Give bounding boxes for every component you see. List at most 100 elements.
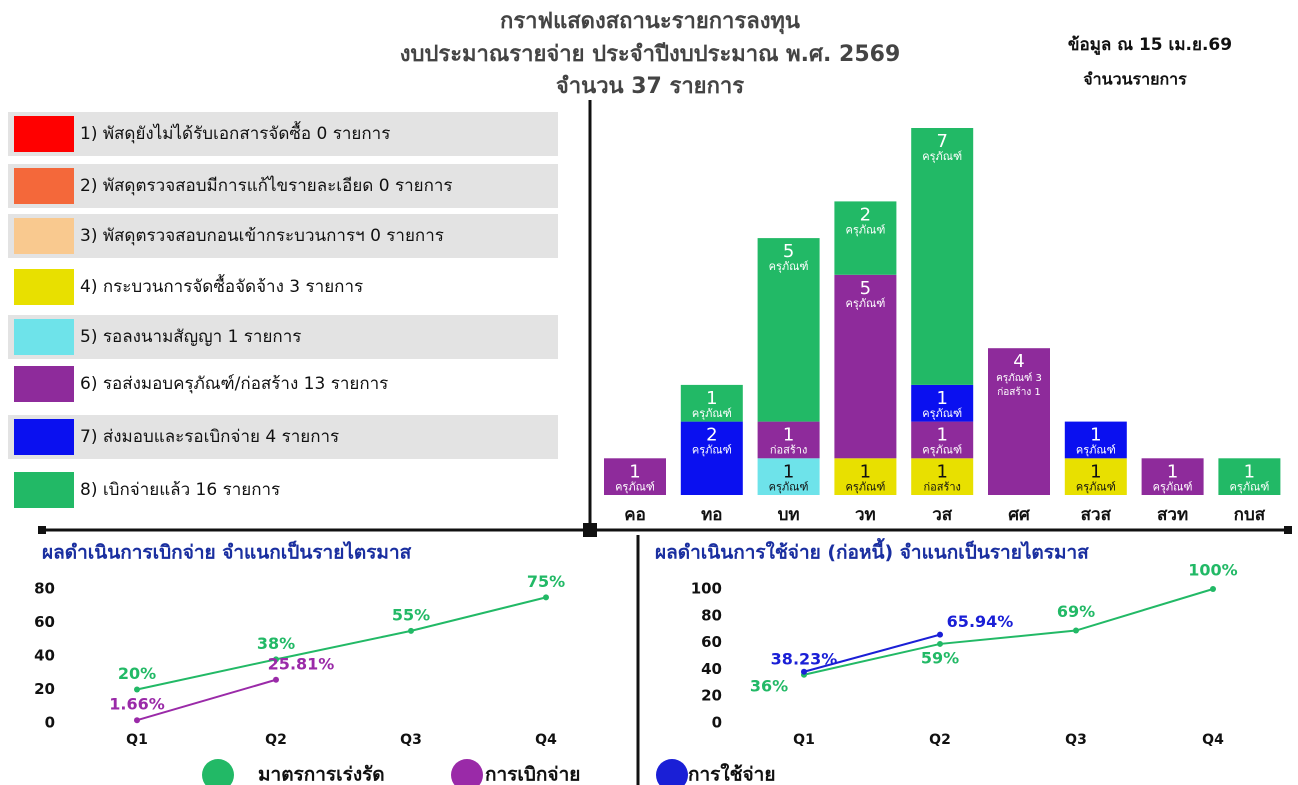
legend-label: 2) พัสดุตรวจสอบมีการแก้ไขรายละเอียด 0 รา… xyxy=(80,175,453,196)
y-tick-label: 60 xyxy=(34,613,55,631)
segment-value: 7 xyxy=(936,131,947,152)
legend-swatch xyxy=(14,269,74,305)
x-tick-label: คอ xyxy=(624,505,646,525)
line xyxy=(136,596,547,691)
data-label: 59% xyxy=(921,648,959,667)
x-tick-label: กบส xyxy=(1234,505,1266,525)
segment-value: 2 xyxy=(860,204,871,225)
bar-segment xyxy=(1141,458,1204,495)
legend-marker xyxy=(451,759,483,785)
segment-note: ก่อสร้าง xyxy=(923,480,960,493)
data-label: 38% xyxy=(257,634,295,653)
line xyxy=(803,588,1214,676)
legend-swatch xyxy=(14,419,74,455)
segment-value: 1 xyxy=(860,461,871,482)
segment-note: ก่อสร้าง 1 xyxy=(997,386,1041,398)
segment-note: ครุภัณฑ์ xyxy=(845,480,885,493)
chart-title: ผลดำเนินการเบิกจ่าย จำแนกเป็นรายไตรมาส xyxy=(42,540,412,564)
y-tick-label: 40 xyxy=(34,647,55,665)
y-tick-label: 0 xyxy=(45,714,55,732)
segment-value: 1 xyxy=(783,461,794,482)
unit-note: จำนวนรายการ xyxy=(1083,70,1187,89)
data-label: 55% xyxy=(392,605,430,624)
point xyxy=(273,676,279,683)
bar-segment xyxy=(834,274,897,459)
data-label: 69% xyxy=(1057,602,1095,621)
data-label: 75% xyxy=(527,572,565,591)
legend-marker xyxy=(202,759,234,785)
y-tick-label: 20 xyxy=(701,687,722,705)
legend-label: 4) กระบวนการจัดซื้อจัดจ้าง 3 รายการ xyxy=(80,274,363,297)
chart-title: ผลดำเนินการใช้จ่าย (ก่อหนี้) จำแนกเป็นรา… xyxy=(655,538,1089,564)
y-tick-label: 40 xyxy=(701,660,722,678)
bar-segment xyxy=(1064,458,1127,495)
data-label: 1.66% xyxy=(109,695,165,714)
y-tick-label: 60 xyxy=(701,633,722,651)
legend-swatch xyxy=(14,472,74,508)
y-tick-label: 20 xyxy=(34,680,55,698)
title-line: งบประมาณรายจ่าย ประจำปีงบประมาณ พ.ศ. 256… xyxy=(400,42,901,67)
segment-note: ครุภัณฑ์ 3 xyxy=(996,372,1042,384)
divider-end xyxy=(38,526,46,534)
legend-row xyxy=(8,112,558,156)
legend-row xyxy=(8,415,558,459)
legend-label: 1) พัสดุยังไม่ได้รับเอกสารจัดซื้อ 0 รายก… xyxy=(80,121,390,144)
point xyxy=(134,686,140,693)
legend-swatch xyxy=(14,116,74,152)
x-tick-label: Q2 xyxy=(929,732,951,748)
legend-label: มาตรการเร่งรัด xyxy=(258,764,385,785)
segment-value: 1 xyxy=(1244,461,1255,482)
bar-segment xyxy=(757,421,820,459)
x-tick-label: Q1 xyxy=(793,732,815,748)
x-tick-label: วท xyxy=(855,505,876,525)
segment-note: ครุภัณฑ์ xyxy=(1153,480,1193,493)
segment-note: ครุภัณฑ์ xyxy=(922,407,962,420)
legend-label: 3) พัสดุตรวจสอบกอนเข้ากระบวนการฯ 0 รายกา… xyxy=(80,226,444,246)
y-tick-label: 100 xyxy=(691,580,722,598)
segment-value: 1 xyxy=(1167,461,1178,482)
legend-row xyxy=(8,164,558,208)
date-note: ข้อมูล ณ 15 เม.ย.69 xyxy=(1068,35,1232,56)
title-line: จำนวน 37 รายการ xyxy=(556,74,744,99)
x-tick-label: ทอ xyxy=(701,505,722,525)
x-tick-label: สวส xyxy=(1081,505,1112,525)
x-tick-label: สวท xyxy=(1157,505,1188,525)
x-tick-label: Q4 xyxy=(1202,732,1224,748)
title-line: กราฟแสดงสถานะรายการลงทุน xyxy=(500,9,800,35)
data-label: 65.94% xyxy=(947,612,1014,631)
point xyxy=(134,717,140,724)
legend-marker xyxy=(656,759,688,785)
line xyxy=(136,678,277,722)
legend-label: การเบิกจ่าย xyxy=(485,764,580,785)
segment-note: ครุภัณฑ์ xyxy=(692,407,732,420)
bar-segment xyxy=(757,238,820,422)
segment-value: 1 xyxy=(783,425,794,446)
data-label: 25.81% xyxy=(268,654,335,673)
y-tick-label: 80 xyxy=(701,606,722,624)
legend-row xyxy=(8,315,558,359)
bar-segment xyxy=(911,384,974,422)
point xyxy=(937,640,943,647)
divider-end xyxy=(583,523,597,537)
data-label: 36% xyxy=(750,676,788,695)
point xyxy=(543,594,549,601)
bar-segment xyxy=(757,458,820,495)
point xyxy=(1073,627,1079,634)
data-label: 20% xyxy=(118,664,156,683)
segment-value: 1 xyxy=(936,425,947,446)
legend-row xyxy=(8,214,558,258)
segment-note: ครุภัณฑ์ xyxy=(1076,444,1116,457)
legend-swatch xyxy=(14,168,74,204)
segment-note: ก่อสร้าง xyxy=(770,444,807,457)
legend-label: 7) ส่งมอบและรอเบิกจ่าย 4 รายการ xyxy=(80,427,339,447)
x-tick-label: บท xyxy=(778,505,800,525)
point xyxy=(273,656,279,663)
bar-segment xyxy=(1064,421,1127,459)
segment-value: 1 xyxy=(629,461,640,482)
segment-value: 5 xyxy=(860,278,871,299)
point xyxy=(1210,586,1216,592)
bar-segment xyxy=(911,421,974,459)
legend-swatch xyxy=(14,218,74,254)
bar-segment xyxy=(911,128,974,385)
